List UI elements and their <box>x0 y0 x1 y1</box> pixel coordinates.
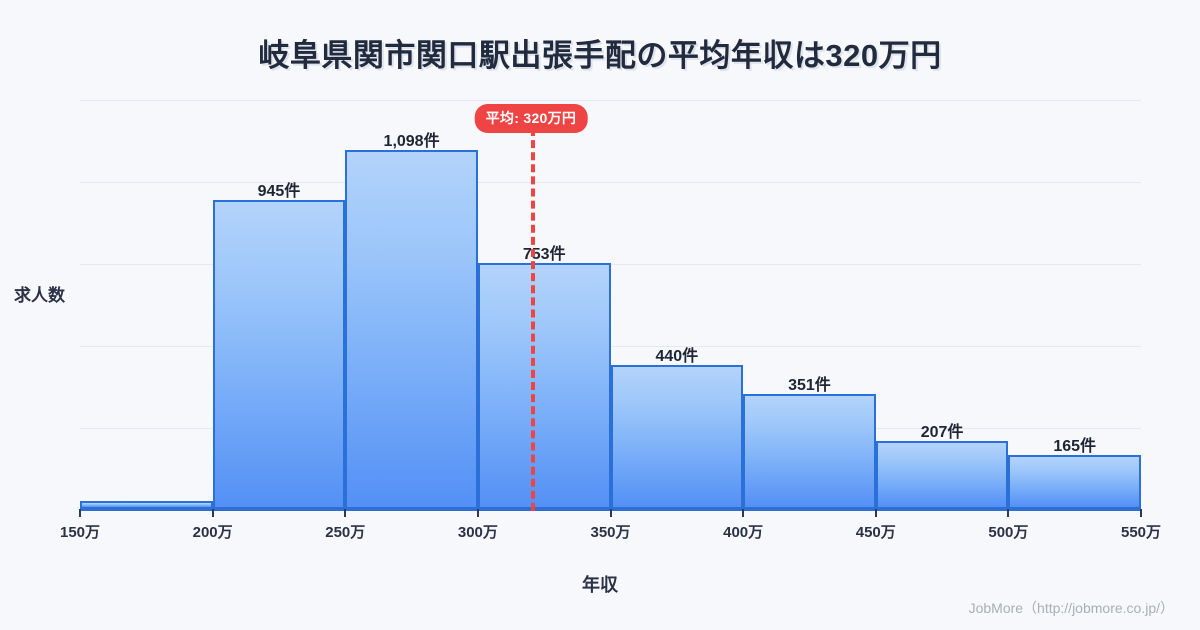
x-axis-tick-label: 400万 <box>723 524 764 541</box>
gridline <box>80 100 1141 101</box>
x-axis-tick-label: 150万 <box>59 524 101 541</box>
average-badge: 平均: 320万円 <box>474 104 588 133</box>
bar-value-label: 351件 <box>788 377 831 395</box>
x-axis-tick <box>874 509 877 517</box>
x-axis-tick-label: 300万 <box>457 524 498 541</box>
x-axis-tick-label: 550万 <box>1120 524 1162 541</box>
bar-value-label: 945件 <box>257 182 301 200</box>
x-axis-tick-label: 350万 <box>590 524 631 541</box>
gridline <box>80 182 1141 183</box>
footer-credit: JobMore（http://jobmore.co.jp/） <box>968 600 1174 616</box>
x-axis-tick <box>211 509 214 517</box>
gridline <box>80 264 1141 265</box>
x-axis-tick <box>344 509 347 517</box>
bar[interactable] <box>477 262 611 509</box>
y-axis-title: 求人数 <box>14 286 65 305</box>
gridline <box>80 346 1141 347</box>
x-axis-tick-label: 450万 <box>855 524 896 541</box>
bar[interactable] <box>212 199 346 509</box>
plot-area: 945件 1,098件 753件 440件 351件 207件 165件 <box>80 100 1141 509</box>
x-axis-tick-label: 500万 <box>988 524 1029 541</box>
bar[interactable] <box>80 501 213 509</box>
bar[interactable] <box>743 394 876 509</box>
page-title: 岐阜県関市関口駅出張手配の平均年収は320万円 <box>258 38 942 73</box>
bar-value-label: 753件 <box>522 245 566 263</box>
bar[interactable] <box>875 441 1009 509</box>
bar-value-label: 1,098件 <box>383 132 440 150</box>
bar-value-label: 207件 <box>920 424 964 442</box>
bar-value-label: 440件 <box>655 348 699 366</box>
x-axis-tick <box>476 509 479 517</box>
bar[interactable] <box>610 365 744 509</box>
x-axis-tick <box>1007 509 1010 517</box>
bar-value-label: 165件 <box>1053 438 1097 455</box>
bar[interactable] <box>345 149 478 509</box>
bar[interactable] <box>1008 455 1141 509</box>
x-axis-tick <box>1140 509 1142 517</box>
x-axis-tick-label: 200万 <box>192 524 233 541</box>
average-line <box>530 128 535 511</box>
x-axis-tick <box>79 509 81 517</box>
x-axis-tick <box>609 509 612 517</box>
x-axis-tick <box>742 509 745 517</box>
x-axis-tick-label: 250万 <box>325 524 366 541</box>
x-axis-title: 年収 <box>582 575 618 595</box>
